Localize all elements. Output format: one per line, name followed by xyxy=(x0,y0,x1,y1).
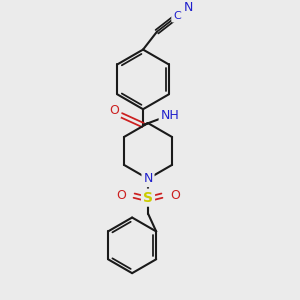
Text: O: O xyxy=(170,189,180,202)
Text: O: O xyxy=(116,189,126,202)
Text: C: C xyxy=(173,11,181,21)
Text: O: O xyxy=(109,104,119,117)
Text: NH: NH xyxy=(160,109,179,122)
Text: N: N xyxy=(184,1,194,14)
Text: S: S xyxy=(143,190,153,205)
Text: N: N xyxy=(143,172,153,185)
